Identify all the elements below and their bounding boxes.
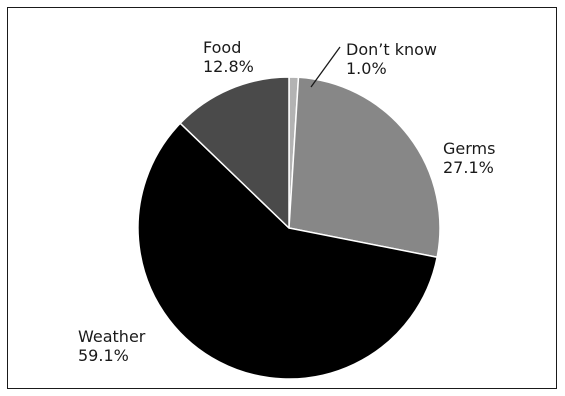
pie-slice-weather (137, 122, 438, 380)
slice-label-weather-value: 59.1% (78, 346, 129, 365)
slice-label-weather: Weather 59.1% (78, 327, 145, 365)
dont-know-leader-line (310, 46, 341, 88)
pie-slice-germs (288, 76, 441, 258)
slice-label-weather-name: Weather (78, 327, 146, 346)
slice-label-food: Food 12.8% (203, 38, 254, 76)
slice-label-dont-know-value: 1.0% (346, 59, 387, 78)
pie-slice-food (179, 76, 290, 229)
slice-label-food-value: 12.8% (203, 57, 254, 76)
slice-label-dont-know: Don’t know 1.0% (346, 40, 437, 78)
slice-label-dont-know-name: Don’t know (346, 40, 437, 59)
slice-label-germs-value: 27.1% (443, 158, 494, 177)
slice-label-food-name: Food (203, 38, 242, 57)
pie-slices (137, 76, 441, 380)
slice-label-germs-name: Germs (443, 139, 496, 158)
slice-label-germs: Germs 27.1% (443, 139, 495, 177)
